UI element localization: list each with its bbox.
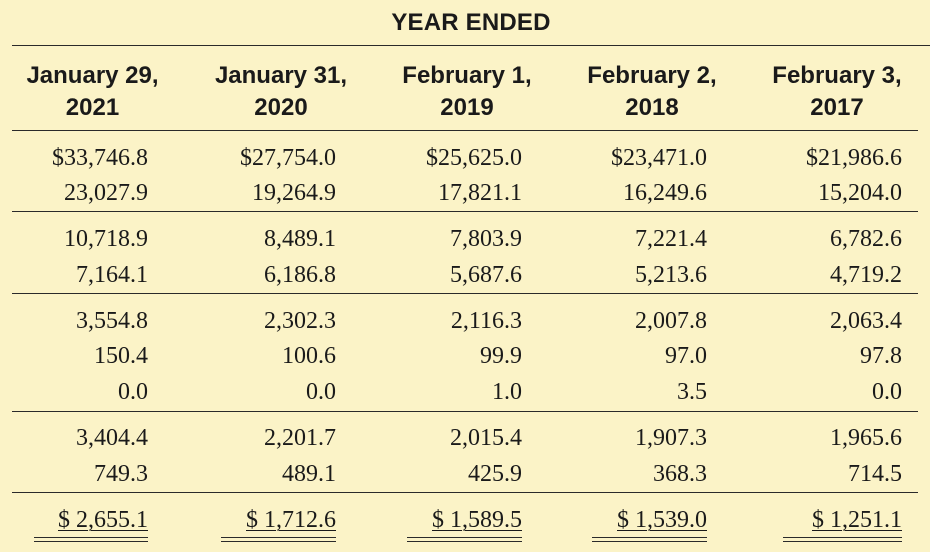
- column-headers: January 29, 2021 January 31, 2020 Februa…: [0, 60, 930, 130]
- table-cell: 4,719.2: [830, 262, 902, 288]
- table-cell: 97.0: [665, 343, 707, 369]
- column-header-date: February 1,: [402, 62, 532, 89]
- column-header-year: 2017: [810, 94, 864, 121]
- table-cell: $27,754.0: [240, 145, 336, 171]
- table-cell: 714.5: [848, 461, 902, 487]
- row-separator: [12, 211, 918, 212]
- table-cell: $33,746.8: [52, 145, 148, 171]
- row-separator: [12, 293, 918, 294]
- column-header-year: 2021: [65, 94, 120, 121]
- table-cell: $ 1,251.1: [812, 507, 902, 533]
- table-cell: 489.1: [282, 461, 336, 487]
- table-cell: 425.9: [468, 461, 522, 487]
- table-cell: 7,803.9: [450, 226, 522, 252]
- column-header-year: 2018: [625, 94, 679, 121]
- double-underline: [783, 537, 902, 542]
- table-cell: 368.3: [653, 461, 707, 487]
- table-cell: 1.0: [492, 379, 522, 405]
- column-header: February 2, 2018: [567, 60, 737, 124]
- table-cell: 6,782.6: [830, 226, 902, 252]
- row-separator: [12, 130, 918, 131]
- table-cell: 0.0: [872, 379, 902, 405]
- column-header-year: 2020: [254, 94, 308, 121]
- table-cell: 3.5: [677, 379, 707, 405]
- table-cell: 2,007.8: [635, 308, 707, 334]
- double-underline: [221, 537, 336, 542]
- table-cell: 3,554.8: [76, 308, 148, 334]
- column-header: January 29, 2021: [10, 60, 175, 124]
- table-title: YEAR ENDED: [12, 0, 930, 46]
- table-cell: $21,986.6: [806, 145, 902, 171]
- table-cell: 15,204.0: [818, 180, 902, 206]
- table-cell: 1,907.3: [635, 425, 707, 451]
- table-cell: 7,221.4: [635, 226, 707, 252]
- column-header: January 31, 2020: [196, 60, 366, 124]
- column-header-date: January 31,: [214, 62, 348, 89]
- table-cell: 6,186.8: [264, 262, 336, 288]
- column-header: February 1, 2019: [382, 60, 552, 124]
- table-cell: 5,687.6: [450, 262, 522, 288]
- table-cell: 0.0: [118, 379, 148, 405]
- table-cell: 1,965.6: [830, 425, 902, 451]
- column-header-year: 2019: [440, 94, 494, 121]
- double-underline: [34, 537, 148, 542]
- table-cell: 19,264.9: [252, 180, 336, 206]
- table-cell: 17,821.1: [438, 180, 522, 206]
- table-cell: 2,116.3: [450, 308, 522, 334]
- table-cell: 2,063.4: [830, 308, 902, 334]
- table-cell: 8,489.1: [264, 226, 336, 252]
- table-cell: 5,213.6: [635, 262, 707, 288]
- table-cell: $23,471.0: [611, 145, 707, 171]
- table-cell: 0.0: [306, 379, 336, 405]
- table-cell: 7,164.1: [76, 262, 148, 288]
- table-cell: 99.9: [480, 343, 522, 369]
- table-cell: 10,718.9: [64, 226, 148, 252]
- table-cell: $ 2,655.1: [58, 507, 148, 533]
- table-cell: 150.4: [94, 343, 148, 369]
- table-cell: 97.8: [860, 343, 902, 369]
- row-separator: [12, 411, 918, 412]
- table-cell: 16,249.6: [623, 180, 707, 206]
- table-cell: $ 1,589.5: [432, 507, 522, 533]
- column-header: February 3, 2017: [752, 60, 922, 124]
- column-header-date: January 29,: [26, 62, 159, 89]
- table-cell: $25,625.0: [426, 145, 522, 171]
- table-cell: 2,015.4: [450, 425, 522, 451]
- table-cell: 2,201.7: [264, 425, 336, 451]
- row-separator: [12, 492, 918, 493]
- double-underline: [407, 537, 522, 542]
- table-cell: $ 1,712.6: [246, 507, 336, 533]
- column-header-date: February 2,: [587, 62, 717, 89]
- table-cell: 23,027.9: [64, 180, 148, 206]
- table-cell: 749.3: [94, 461, 148, 487]
- table-cell: 3,404.4: [76, 425, 148, 451]
- table-cell: $ 1,539.0: [617, 507, 707, 533]
- table-cell: 2,302.3: [264, 308, 336, 334]
- double-underline: [592, 537, 707, 542]
- table-cell: 100.6: [282, 343, 336, 369]
- column-header-date: February 3,: [772, 62, 902, 89]
